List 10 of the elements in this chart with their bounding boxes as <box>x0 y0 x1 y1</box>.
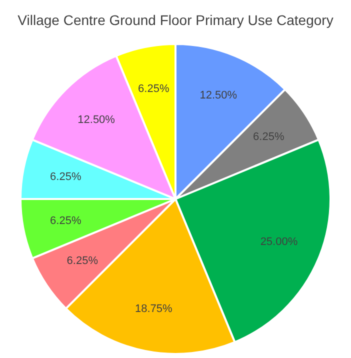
data-label: 6.25% <box>50 214 82 227</box>
data-label: 18.75% <box>134 302 173 315</box>
data-label: 6.25% <box>50 171 82 184</box>
data-label: 6.25% <box>138 83 170 96</box>
data-label: 12.50% <box>200 90 238 102</box>
data-label: 12.50% <box>78 114 116 126</box>
data-label: 6.25% <box>66 255 98 268</box>
data-label: 6.25% <box>253 130 284 143</box>
chart-title: Village Centre Ground Floor Primary Use Category <box>18 12 334 28</box>
data-label: 25.00% <box>260 236 298 248</box>
